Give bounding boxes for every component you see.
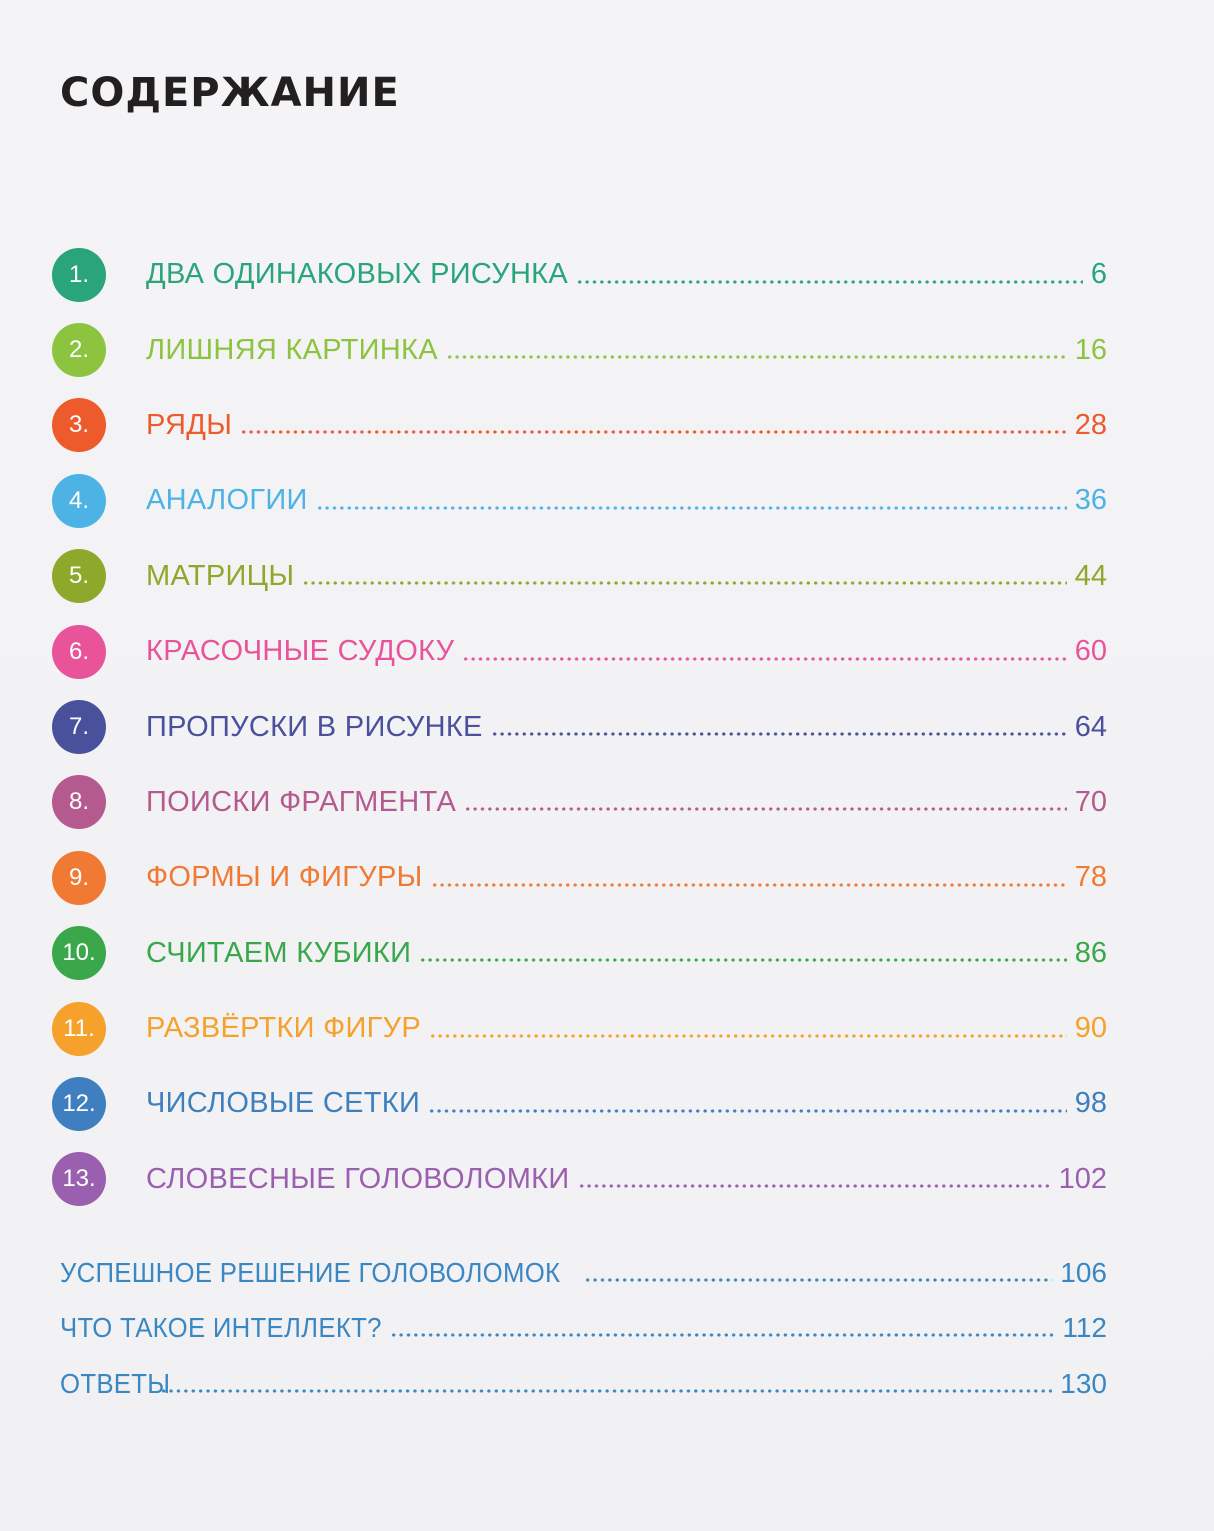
page-number: 130 [1060, 1367, 1107, 1399]
chapter-title: РЯДЫ [146, 408, 233, 441]
chapter-number-badge: 13. [52, 1152, 106, 1207]
toc-entry-extra[interactable]: ОТВЕТЫ 130 [60, 1356, 1107, 1412]
page-number: 70 [1074, 785, 1107, 818]
dot-leader [490, 732, 1067, 737]
chapter-number: 10. [62, 939, 96, 967]
toc-entry[interactable]: 3. РЯДЫ 28 [52, 388, 1107, 463]
dot-leader [240, 430, 1067, 435]
chapter-title: КРАСОЧНЫЕ СУДОКУ [146, 635, 455, 668]
chapter-number-badge: 11. [52, 1001, 106, 1056]
page-number: 64 [1074, 710, 1107, 743]
chapter-number-badge: 1. [52, 247, 106, 302]
page-number: 44 [1074, 559, 1107, 592]
chapter-number: 12. [62, 1089, 96, 1117]
dot-leader [576, 279, 1083, 284]
page-number: 86 [1074, 936, 1107, 969]
chapter-title: ПОИСКИ ФРАГМЕНТА [146, 785, 457, 818]
chapter-number: 4. [68, 486, 89, 514]
page-number: 112 [1062, 1312, 1107, 1344]
dot-leader [159, 1388, 1053, 1393]
chapter-number-badge: 5. [52, 549, 106, 604]
toc-entry[interactable]: 12. ЧИСЛОВЫЕ СЕТКИ 98 [52, 1066, 1107, 1141]
page-number: 102 [1058, 1162, 1107, 1195]
page-number: 90 [1074, 1012, 1107, 1045]
chapter-number: 1. [68, 260, 89, 288]
chapter-number-badge: 3. [52, 398, 106, 453]
chapter-title: АНАЛОГИИ [146, 484, 308, 517]
chapter-title: ЧИСЛОВЫЕ СЕТКИ [146, 1087, 421, 1120]
chapter-number: 6. [68, 637, 89, 665]
dot-leader [462, 656, 1067, 661]
toc-entry-extra[interactable]: ЧТО ТАКОЕ ИНТЕЛЛЕКТ? 112 [60, 1301, 1107, 1357]
toc-entry[interactable]: 6. КРАСОЧНЫЕ СУДОКУ 60 [52, 614, 1107, 689]
section-title: ОТВЕТЫ [60, 1367, 171, 1399]
chapter-number-badge: 8. [52, 775, 106, 830]
chapter-title: МАТРИЦЫ [146, 559, 295, 592]
page-number: 36 [1074, 484, 1107, 517]
toc-entry[interactable]: 9. ФОРМЫ И ФИГУРЫ 78 [52, 840, 1107, 915]
chapter-title: ЛИШНЯЯ КАРТИНКА [146, 333, 438, 366]
dot-leader [430, 882, 1067, 887]
show-through-text [470, 80, 477, 111]
page-number: 106 [1060, 1256, 1107, 1288]
chapter-number: 11. [63, 1014, 95, 1042]
toc-entry[interactable]: 2. ЛИШНЯЯ КАРТИНКА 16 [52, 312, 1107, 387]
chapter-title: РАЗВЁРТКИ ФИГУР [146, 1012, 422, 1045]
chapter-number-badge: 6. [52, 624, 106, 679]
table-of-contents: 1. ДВА ОДИНАКОВЫХ РИСУНКА 6 2. ЛИШНЯЯ КАРТИН… [52, 237, 1107, 1217]
chapter-title: СЧИТАЕМ КУБИКИ [146, 936, 412, 969]
toc-entry[interactable]: 1. ДВА ОДИНАКОВЫХ РИСУНКА 6 [52, 237, 1107, 312]
toc-entry-extra[interactable]: УСПЕШНОЕ РЕШЕНИЕ ГОЛОВОЛОМОК 106 [60, 1245, 1107, 1301]
additional-sections: УСПЕШНОЕ РЕШЕНИЕ ГОЛОВОЛОМОК 106 ЧТО ТАКОЕ… [60, 1245, 1107, 1412]
chapter-number-badge: 9. [52, 850, 106, 905]
chapter-number: 7. [68, 713, 89, 741]
chapter-number: 3. [68, 411, 89, 439]
page-title: СОДЕРЖАНИЕ [60, 70, 400, 116]
section-title: ЧТО ТАКОЕ ИНТЕЛЛЕКТ? [60, 1312, 382, 1344]
chapter-number-badge: 4. [52, 473, 106, 528]
dot-leader [577, 1184, 1051, 1189]
page-number: 60 [1074, 635, 1107, 668]
toc-entry[interactable]: 13. СЛОВЕСНЫЕ ГОЛОВОЛОМКИ 102 [52, 1142, 1107, 1217]
toc-entry[interactable]: 11. РАЗВЁРТКИ ФИГУР 90 [52, 991, 1107, 1066]
chapter-title: ДВА ОДИНАКОВЫХ РИСУНКА [146, 258, 569, 291]
dot-leader [429, 1033, 1067, 1038]
dot-leader [419, 958, 1067, 963]
chapter-title: ПРОПУСКИ В РИСУНКЕ [146, 710, 483, 743]
chapter-number-badge: 2. [52, 323, 106, 378]
dot-leader [389, 1333, 1055, 1338]
dot-leader [464, 807, 1067, 812]
dot-leader [315, 505, 1067, 510]
page-number: 28 [1074, 408, 1107, 441]
chapter-number: 2. [68, 336, 89, 364]
toc-entry[interactable]: 10. СЧИТАЕМ КУБИКИ 86 [52, 916, 1107, 991]
dot-leader [302, 581, 1067, 586]
chapter-number: 8. [68, 788, 89, 816]
page-number: 6 [1090, 258, 1107, 291]
chapter-title: СЛОВЕСНЫЕ ГОЛОВОЛОМКИ [146, 1162, 570, 1195]
chapter-number-badge: 7. [52, 700, 106, 755]
page-number: 78 [1074, 861, 1107, 894]
chapter-title: ФОРМЫ И ФИГУРЫ [146, 861, 423, 894]
chapter-number-badge: 10. [52, 926, 106, 981]
chapter-number: 9. [68, 863, 89, 891]
toc-entry[interactable]: 7. ПРОПУСКИ В РИСУНКЕ 64 [52, 689, 1107, 764]
page-number: 16 [1074, 333, 1107, 366]
chapter-number: 5. [68, 562, 89, 590]
dot-leader [583, 1277, 1053, 1282]
dot-leader [428, 1108, 1067, 1113]
dot-leader [445, 355, 1067, 360]
toc-entry[interactable]: 5. МАТРИЦЫ 44 [52, 539, 1107, 614]
toc-entry[interactable]: 4. АНАЛОГИИ 36 [52, 463, 1107, 538]
chapter-number: 13. [62, 1165, 96, 1193]
section-title: УСПЕШНОЕ РЕШЕНИЕ ГОЛОВОЛОМОК [60, 1256, 561, 1288]
toc-entry[interactable]: 8. ПОИСКИ ФРАГМЕНТА 70 [52, 765, 1107, 840]
page-number: 98 [1074, 1087, 1107, 1120]
chapter-number-badge: 12. [52, 1076, 106, 1131]
